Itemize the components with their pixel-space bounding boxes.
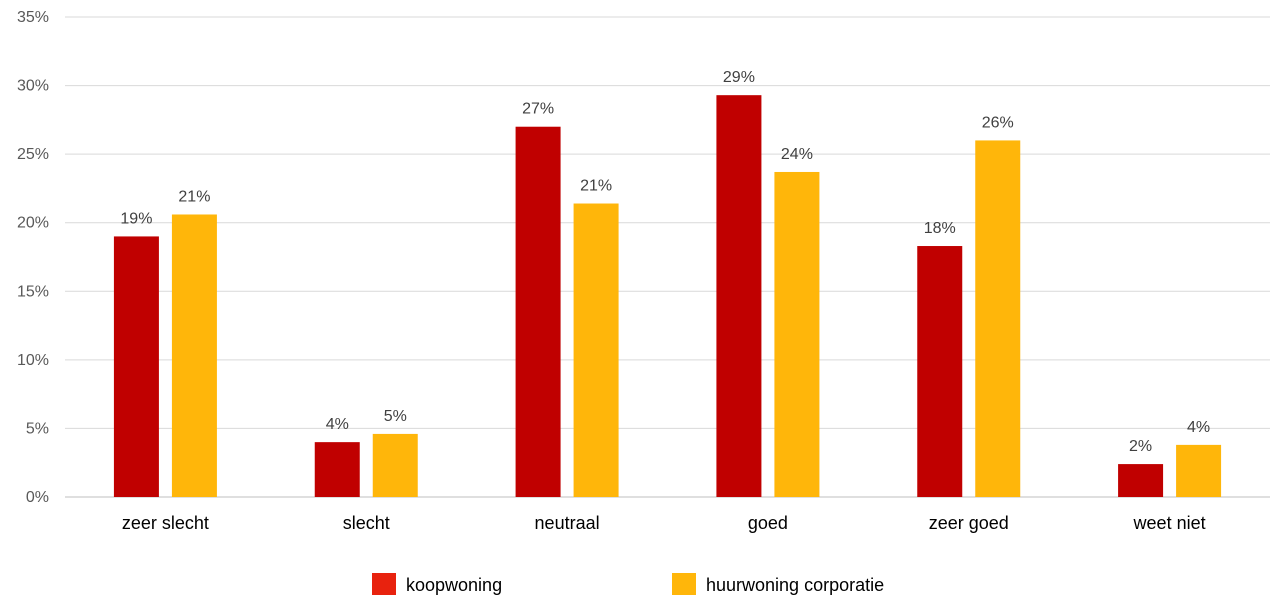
- bar-huurwoning-corporatie: [573, 203, 619, 497]
- bar-koopwoning: [113, 236, 159, 497]
- category-label: weet niet: [1133, 513, 1206, 533]
- data-label: 26%: [982, 114, 1014, 131]
- y-tick-label: 5%: [26, 420, 49, 437]
- gridlines: [65, 16, 1270, 498]
- y-tick-label: 30%: [17, 78, 49, 95]
- bar-koopwoning: [716, 95, 762, 498]
- legend: koopwoning huurwoning corporatie: [372, 573, 884, 595]
- data-label: 21%: [178, 188, 210, 205]
- category-label: zeer goed: [929, 513, 1009, 533]
- data-label: 18%: [924, 220, 956, 237]
- data-label: 5%: [384, 408, 407, 425]
- legend-swatch: [372, 573, 396, 595]
- data-label: 19%: [120, 210, 152, 227]
- legend-swatch: [672, 573, 696, 595]
- data-label: 29%: [723, 69, 755, 86]
- bar-huurwoning-corporatie: [774, 171, 820, 497]
- legend-label: koopwoning: [406, 575, 502, 595]
- data-label: 21%: [580, 178, 612, 195]
- axes: 0% 5% 10% 15% 20% 25% 30% 35% zeer slecht slecht n…: [17, 9, 1206, 533]
- category-label: goed: [748, 513, 788, 533]
- y-tick-label: 35%: [17, 9, 49, 26]
- bar-koopwoning: [515, 126, 561, 497]
- y-tick-label: 20%: [17, 215, 49, 232]
- bar-huurwoning-corporatie: [975, 140, 1021, 497]
- category-label: zeer slecht: [122, 513, 209, 533]
- bar-huurwoning-corporatie: [372, 433, 418, 497]
- data-label: 4%: [326, 416, 349, 433]
- bar-huurwoning-corporatie: [171, 214, 217, 497]
- category-label: neutraal: [535, 513, 600, 533]
- y-tick-label: 25%: [17, 146, 49, 163]
- bars: [113, 95, 1222, 498]
- data-label: 27%: [522, 101, 554, 118]
- data-labels: 19% 21% 4% 5% 27% 21% 29% 24% 18% 26% 2% 4%: [120, 69, 1210, 455]
- y-tick-label: 15%: [17, 283, 49, 300]
- category-label: slecht: [343, 513, 390, 533]
- y-tick-label: 10%: [17, 352, 49, 369]
- bar-koopwoning: [917, 246, 963, 497]
- legend-label: huurwoning corporatie: [706, 575, 884, 595]
- data-label: 4%: [1187, 419, 1210, 436]
- bar-koopwoning: [1118, 464, 1164, 497]
- data-label: 2%: [1129, 438, 1152, 455]
- y-tick-label: 0%: [26, 489, 49, 506]
- bar-koopwoning: [314, 442, 360, 497]
- bar-huurwoning-corporatie: [1176, 444, 1222, 497]
- data-label: 24%: [781, 146, 813, 163]
